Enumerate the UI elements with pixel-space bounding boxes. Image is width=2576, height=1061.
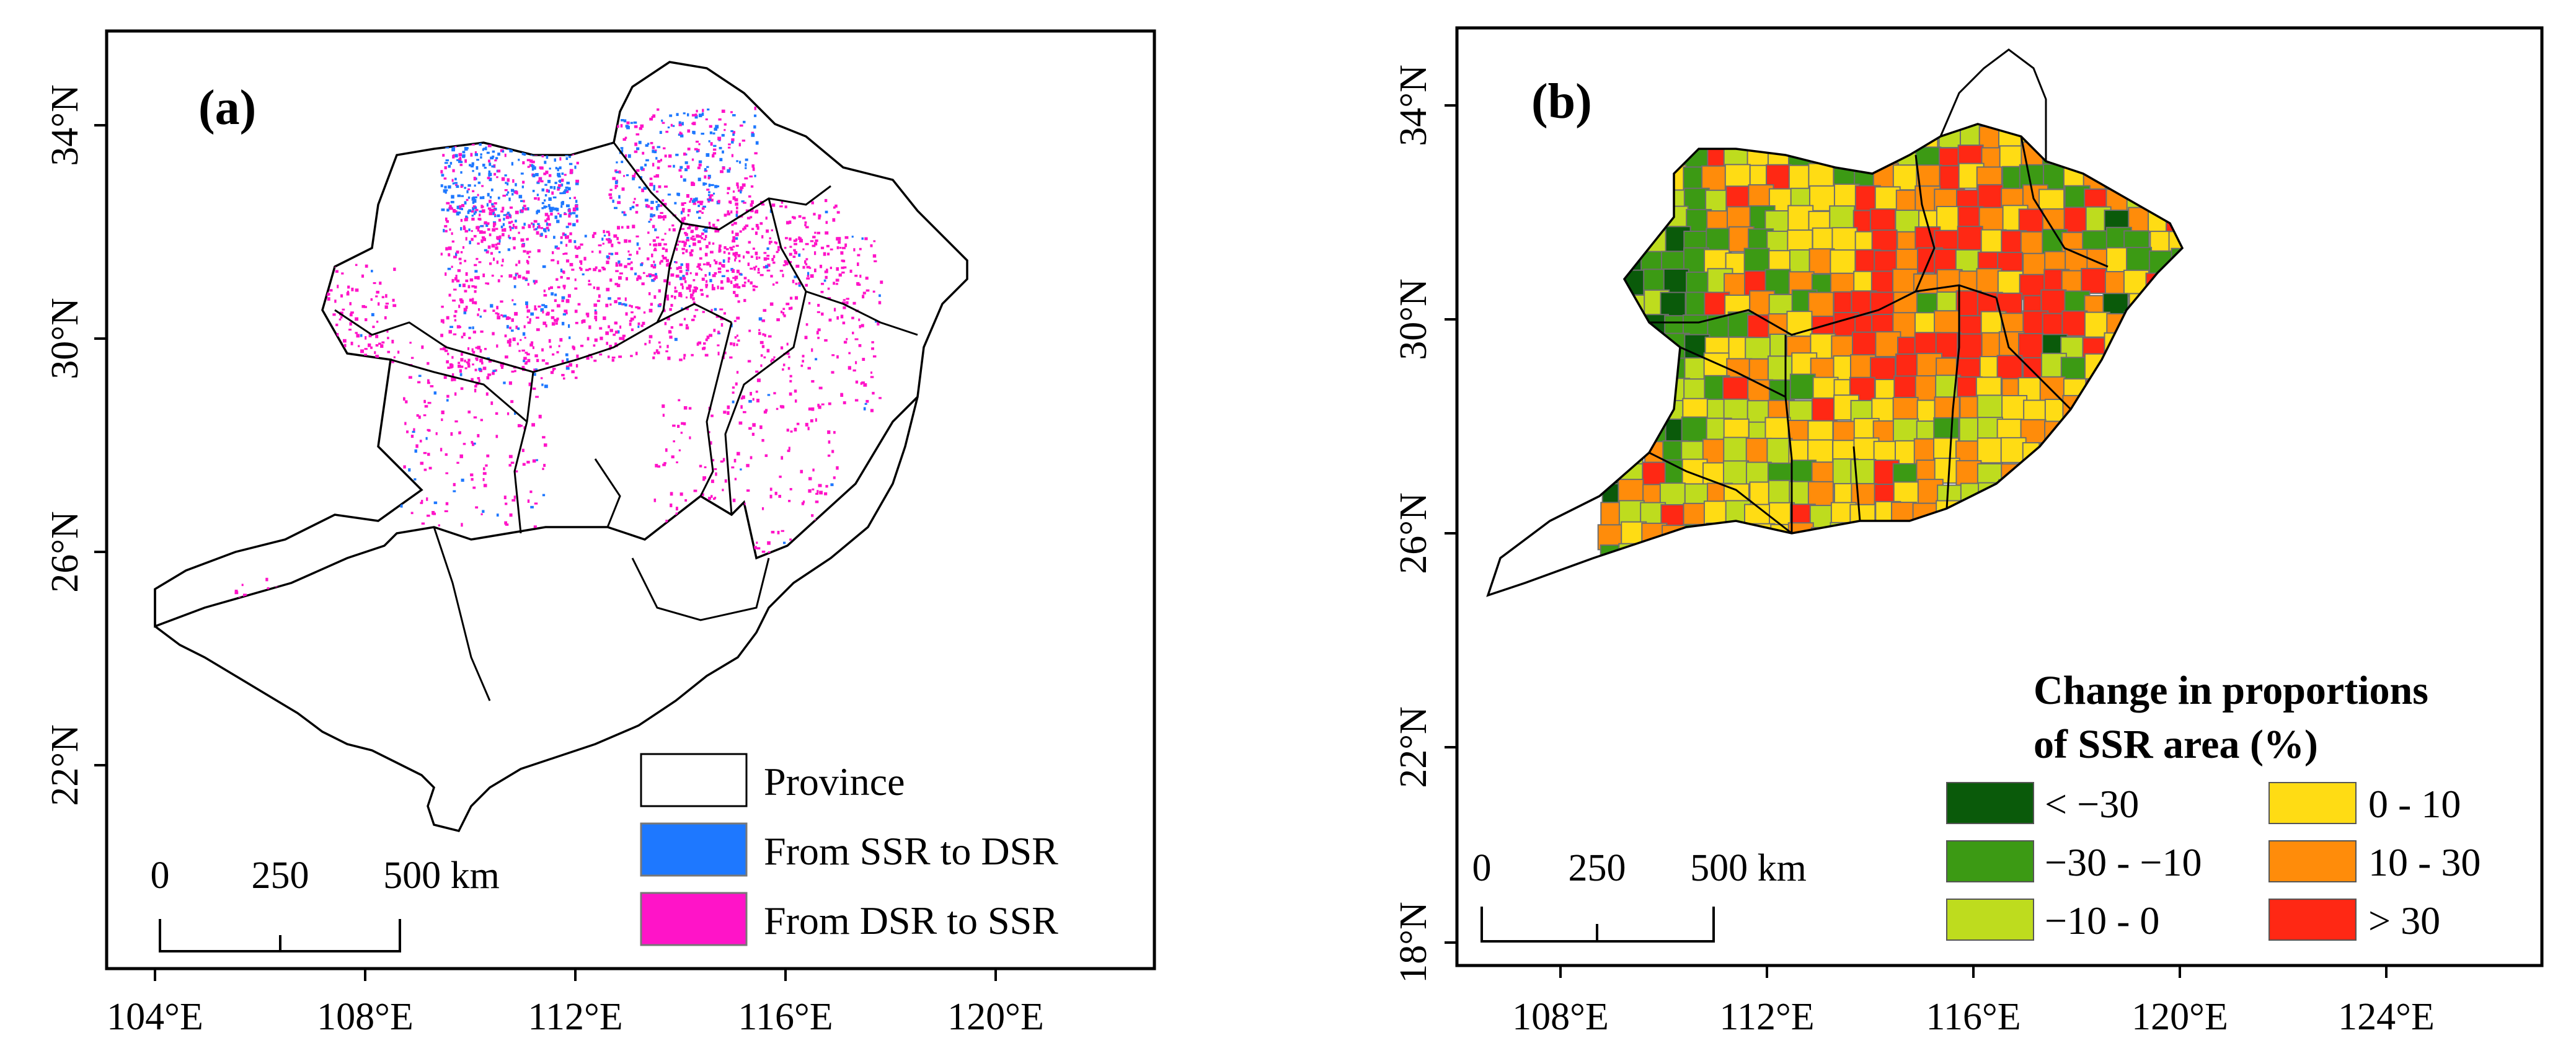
- x-tick-label: 116°E: [738, 996, 833, 1038]
- y-tick-label: 30°N: [1392, 278, 1435, 360]
- province-borders: [334, 142, 918, 701]
- legend-swatch: [2268, 840, 2357, 882]
- panel-a-svg: 104°E 108°E 112°E 116°E 120°E 34°N 30°N …: [44, 29, 1156, 1038]
- legend-swatch: [1946, 840, 2034, 882]
- legend-label: −30 - −10: [2045, 840, 2202, 884]
- scale-bar: 0 250 500 km: [1472, 847, 1807, 943]
- y-tick-label: 18°N: [1392, 902, 1435, 983]
- legend-swatch: [2268, 782, 2357, 824]
- x-tick-label: 104°E: [107, 996, 203, 1038]
- y-tick-label: 22°N: [44, 724, 86, 806]
- panel-b: 108°E 112°E 116°E 120°E 124°E 34°N 30°N …: [1302, 0, 2576, 1061]
- legend-title: of SSR area (%): [2034, 722, 2318, 767]
- y-tick-label: 34°N: [44, 84, 86, 166]
- x-tick-label: 124°E: [2338, 996, 2435, 1038]
- x-tick-label: 120°E: [947, 996, 1044, 1038]
- scale-label: 0: [151, 855, 170, 897]
- legend-swatch: [1946, 899, 2034, 941]
- study-region: [1486, 123, 2184, 597]
- legend-swatch-province: [640, 753, 748, 807]
- axis-ticks: [94, 124, 997, 981]
- y-tick-label: 26°N: [44, 511, 86, 593]
- panel-b-svg: 108°E 112°E 116°E 120°E 124°E 34°N 30°N …: [1392, 26, 2544, 1038]
- scale-label: 250: [1569, 847, 1626, 889]
- legend-swatch-ssr-to-dsr: [640, 822, 748, 877]
- x-tick-label: 112°E: [528, 996, 622, 1038]
- legend-title: Change in proportions: [2034, 668, 2428, 713]
- land-change-speckles: [224, 106, 883, 626]
- legend: Province From SSR to DSR From DSR to SSR: [640, 753, 1058, 946]
- legend-swatch-dsr-to-ssr: [640, 892, 748, 946]
- panel-a: 104°E 108°E 112°E 116°E 120°E 34°N 30°N …: [0, 0, 1240, 1061]
- legend-label: Province: [764, 760, 905, 804]
- scale-bar: 0 250 500 km: [151, 855, 500, 952]
- legend-label: > 30: [2368, 899, 2440, 943]
- legend-swatch: [2268, 899, 2357, 941]
- panel-label: (b): [1531, 74, 1592, 129]
- scale-label: 0: [1472, 847, 1492, 889]
- legend-label: From DSR to SSR: [764, 899, 1058, 943]
- province-borders: [1649, 136, 2109, 535]
- y-tick-label: 34°N: [1392, 64, 1435, 146]
- study-region: [154, 61, 968, 628]
- x-tick-label: 108°E: [1512, 996, 1609, 1038]
- scale-label: 500 km: [383, 855, 500, 897]
- scale-label: 250: [252, 855, 309, 897]
- south-region: [154, 396, 919, 833]
- y-tick-label: 30°N: [44, 298, 86, 380]
- legend-label: 0 - 10: [2368, 782, 2461, 826]
- legend-label: < −30: [2045, 782, 2139, 826]
- y-tick-label: 26°N: [1392, 492, 1435, 574]
- scale-label: 500 km: [1690, 847, 1807, 889]
- x-tick-label: 112°E: [1719, 996, 1814, 1038]
- x-tick-label: 120°E: [2131, 996, 2228, 1038]
- axis-ticks: [1445, 104, 2388, 978]
- x-tick-label: 116°E: [1926, 996, 2021, 1038]
- legend-label: −10 - 0: [2045, 899, 2159, 943]
- legend-label: 10 - 30: [2368, 840, 2481, 884]
- panel-label: (a): [198, 81, 256, 135]
- x-tick-label: 108°E: [317, 996, 414, 1038]
- legend-swatch: [1946, 782, 2034, 824]
- y-tick-label: 22°N: [1392, 706, 1435, 788]
- legend: Change in proportions of SSR area (%) < …: [1946, 668, 2481, 943]
- legend-label: From SSR to DSR: [764, 829, 1058, 873]
